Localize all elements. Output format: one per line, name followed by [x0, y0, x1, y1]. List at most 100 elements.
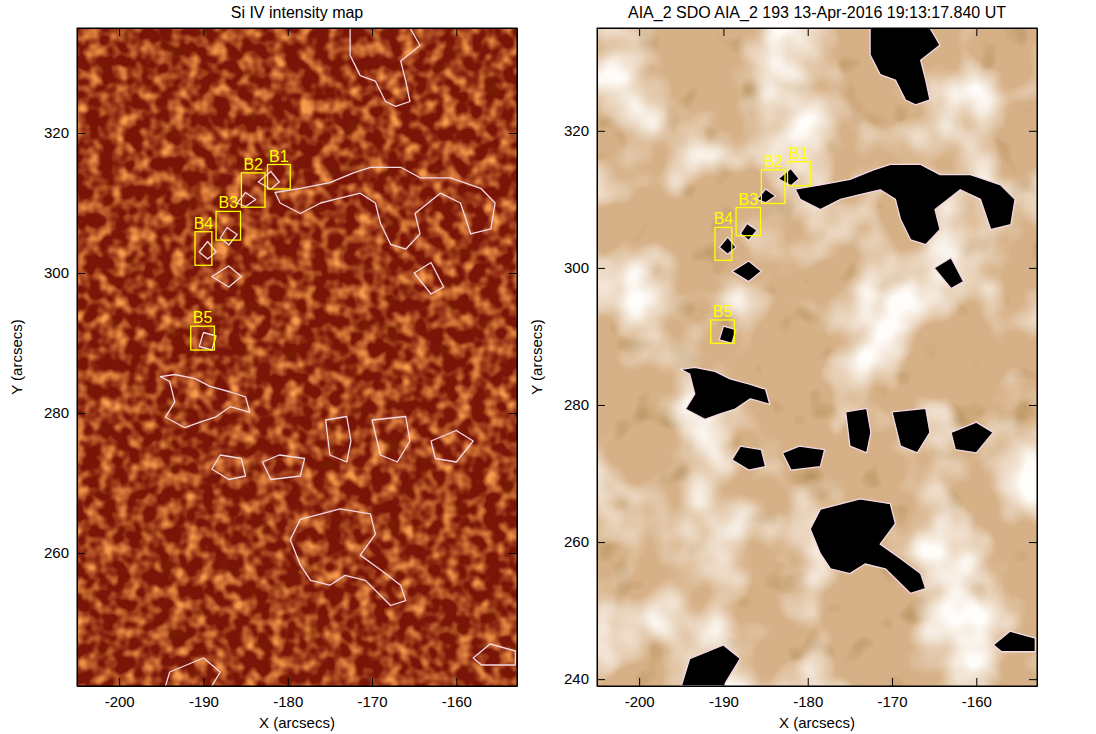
x-axis-line: [78, 686, 518, 687]
x-axis-title: X (arcsecs): [779, 714, 855, 731]
contour: [473, 644, 515, 665]
tick-label: 320: [44, 124, 69, 141]
contour: [778, 169, 799, 186]
tick: [976, 28, 977, 36]
tick-label: 260: [564, 533, 589, 550]
region-box: [761, 170, 785, 204]
region-box: [216, 211, 240, 240]
tick-mark: [1029, 679, 1037, 680]
tick-mark: [597, 679, 605, 680]
tick-label: 320: [564, 122, 589, 139]
tick-mark: [509, 553, 517, 554]
x-axis-top: [78, 28, 518, 36]
contour: [951, 422, 993, 453]
y-axis-line: [77, 29, 78, 687]
tick-mark: [288, 28, 289, 36]
tick: -200: [625, 678, 655, 710]
contour: [795, 164, 1015, 244]
contour: [870, 28, 940, 105]
tick: [1029, 131, 1037, 132]
region-box: [787, 162, 810, 186]
contour: [262, 455, 304, 480]
figure: B1B2B3B4B5-200-190-180-170-1602602803003…: [0, 0, 1096, 734]
tick: [288, 28, 289, 36]
contour: [258, 172, 279, 190]
y-axis: 260 280 300 320: [44, 29, 85, 687]
contour: [212, 455, 246, 480]
tick-label: -190: [709, 693, 739, 710]
image-texture: [597, 28, 1037, 686]
contour: [350, 28, 420, 106]
tick: [509, 273, 517, 274]
x-axis: -200-190-180-170-160: [598, 678, 1038, 710]
image-texture: [597, 28, 1037, 686]
tick: [509, 133, 517, 134]
tick: [723, 28, 724, 36]
tick-label: -200: [625, 693, 655, 710]
tick-mark: [639, 28, 640, 36]
tick-label: 280: [44, 404, 69, 421]
x-axis-top: [598, 28, 1038, 36]
tick-label: 280: [564, 396, 589, 413]
region-box: [195, 232, 212, 266]
box-label: B4: [194, 215, 214, 232]
tick: [1029, 405, 1037, 406]
tick-mark: [456, 28, 457, 36]
contour: [993, 631, 1035, 652]
y-axis-line: [597, 29, 598, 687]
y-axis-title: Y (arcsecs): [8, 319, 25, 395]
tick-mark: [597, 542, 605, 543]
contour: [740, 223, 757, 240]
contour: [681, 645, 740, 686]
y-axis: 240260280300320: [564, 29, 605, 688]
contour: [680, 367, 769, 419]
panel-title: AIA_2 SDO AIA_2 193 13-Apr-2016 19:13:17…: [628, 4, 1006, 22]
tick: [203, 28, 204, 36]
region-box: [267, 165, 290, 190]
tick: [372, 28, 373, 36]
tick: [119, 28, 120, 36]
tick-mark: [892, 678, 893, 686]
box-label: B5: [193, 309, 213, 326]
tick-mark: [77, 553, 85, 554]
y-axis-right-line: [517, 29, 518, 687]
tick-mark: [723, 28, 724, 36]
contour: [431, 431, 473, 463]
y-axis-title: Y (arcsecs): [528, 319, 545, 395]
tick-mark: [119, 28, 120, 36]
tick-label: -190: [189, 693, 219, 710]
tick-mark: [77, 133, 85, 134]
tick-label: -200: [105, 693, 135, 710]
tick-mark: [976, 678, 977, 686]
contour: [160, 375, 249, 428]
region-box: [715, 227, 732, 260]
tick: -190: [189, 678, 219, 710]
contour: [782, 446, 824, 470]
y-axis-right: [1029, 29, 1038, 687]
tick: 280: [564, 396, 605, 413]
tick-label: -180: [273, 693, 303, 710]
image-texture: [77, 28, 517, 686]
tick: [1029, 679, 1037, 680]
contour: [414, 263, 444, 295]
tick-mark: [597, 405, 605, 406]
tick: 260: [44, 544, 85, 561]
tick: 280: [44, 404, 85, 421]
tick-label: -160: [442, 693, 472, 710]
image-background: [77, 28, 517, 686]
tick-mark: [119, 678, 120, 686]
x-axis: -200-190-180-170-160: [78, 678, 518, 710]
contour: [199, 333, 216, 351]
tick-label: 300: [44, 264, 69, 281]
tick: -190: [709, 678, 739, 710]
contour: [372, 417, 410, 463]
tick-mark: [203, 678, 204, 686]
tick: 260: [564, 533, 605, 550]
tick-label: -160: [962, 693, 992, 710]
tick: [1029, 268, 1037, 269]
tick-mark: [1029, 268, 1037, 269]
tick: [1029, 542, 1037, 543]
tick-mark: [203, 28, 204, 36]
box-label: B4: [714, 210, 734, 227]
tick: 300: [564, 259, 605, 276]
